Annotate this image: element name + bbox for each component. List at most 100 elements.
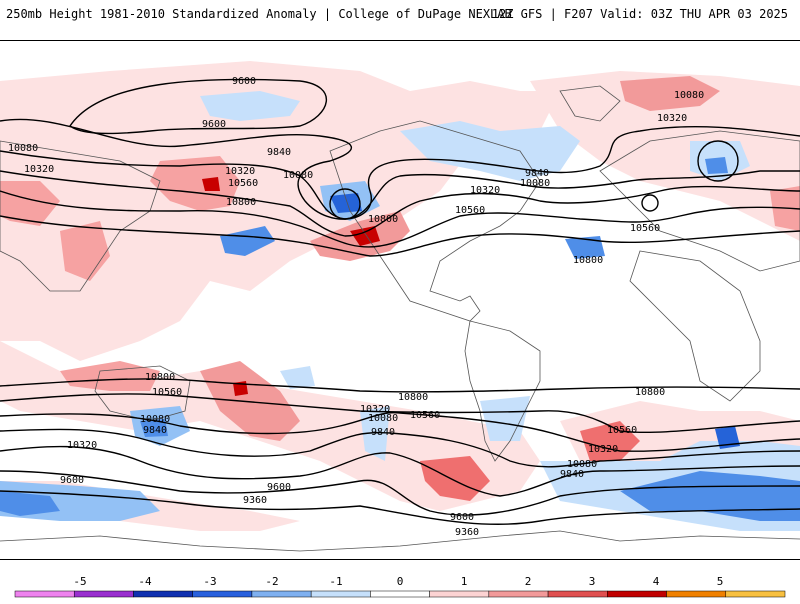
colorbar-strip <box>14 590 786 598</box>
contour-10080-sh <box>0 428 800 468</box>
contour-label: 10320 <box>360 404 390 415</box>
contour-10560-nh <box>0 190 800 248</box>
contour-label: 10320 <box>67 440 97 451</box>
colorbar-swatch <box>725 590 786 598</box>
colorbar-swatch <box>370 590 430 598</box>
contour-label: 10080 <box>674 90 704 101</box>
colorbar-swatch <box>488 590 549 598</box>
contour-label: 10560 <box>228 178 258 189</box>
colorbar-tick: -2 <box>265 575 279 588</box>
contour-label: 10320 <box>24 164 54 175</box>
anomaly-map: 9600 9600 9840 10080 10080 10320 10320 1… <box>0 40 800 560</box>
contour-label: 10560 <box>630 223 660 234</box>
contour-label: 9840 <box>371 427 395 438</box>
contour-10320-sh <box>0 411 800 452</box>
north-america-outline <box>329 120 541 322</box>
contour-9600-sh <box>0 470 800 516</box>
contour-label: 10560 <box>410 410 440 421</box>
contour-10800-nh <box>0 215 800 257</box>
contour-label: 10080 <box>520 178 550 189</box>
positive-anomaly-region <box>60 221 110 281</box>
contour-label: 10560 <box>455 205 485 216</box>
contour-label: 9600 <box>232 76 256 87</box>
model-run-info: 12Z GFS | F207 Valid: 03Z THU APR 03 202… <box>491 7 788 21</box>
colorbar-tick: 4 <box>652 575 660 588</box>
contour-label: 9600 <box>202 119 226 130</box>
contour-labels: 9600 9600 9840 10080 10080 10320 10320 1… <box>8 76 704 538</box>
contour-label: 10080 <box>283 170 313 181</box>
colorbar-swatch <box>547 590 608 598</box>
contour-label: 10560 <box>152 387 182 398</box>
antarctica-outline <box>0 530 800 552</box>
contour-label: 10080 <box>8 143 38 154</box>
contour-label: 9360 <box>243 495 267 506</box>
negative-anomaly-region <box>0 491 60 516</box>
colorbar-swatch <box>133 590 193 598</box>
positive-anomaly-region <box>350 226 380 246</box>
contour-label: 9360 <box>455 527 479 538</box>
colorbar-swatch <box>14 590 75 598</box>
negative-anomaly-region <box>400 121 580 181</box>
contour-closed-low <box>329 188 361 220</box>
contour-label: 10800 <box>398 392 428 403</box>
contour-9360-sh <box>0 490 800 525</box>
negative-anomaly-region <box>280 366 315 389</box>
greenland-outline <box>559 85 621 122</box>
positive-anomaly-region <box>530 71 800 241</box>
header-bar: 250mb Height 1981-2010 Standardized Anom… <box>0 0 800 30</box>
contour-label: 10320 <box>657 113 687 124</box>
contour-closed-low <box>697 140 739 182</box>
map-canvas: 9600 9600 9840 10080 10080 10320 10320 1… <box>0 61 800 552</box>
eurasia-outline <box>599 130 800 272</box>
south-america-outline <box>464 320 541 462</box>
contour-label: 9840 <box>143 425 167 436</box>
anomaly-shading <box>0 61 800 531</box>
negative-anomaly-region <box>620 471 800 521</box>
contour-label: 9840 <box>525 168 549 179</box>
contour-label: 10080 <box>567 459 597 470</box>
colorbar-tick: 1 <box>460 575 468 588</box>
contour-label: 10800 <box>368 214 398 225</box>
map-title: 250mb Height 1981-2010 Standardized Anom… <box>6 7 512 21</box>
colorbar-swatch <box>251 590 312 598</box>
africa-outline <box>629 250 761 402</box>
colorbar-tick: 3 <box>588 575 596 588</box>
contour-label: 10320 <box>470 185 500 196</box>
contour-9840-sh <box>0 445 800 497</box>
height-contours <box>0 78 800 525</box>
contour-label: 9840 <box>560 469 584 480</box>
contour-label: 9840 <box>267 147 291 158</box>
colorbar-swatch <box>607 590 667 598</box>
anomaly-colorbar: -5 -4 -3 -2 -1 0 1 2 3 4 5 <box>0 570 800 600</box>
colorbar-swatch <box>666 590 727 598</box>
contour-9600-nh <box>69 78 328 135</box>
negative-anomaly-region <box>200 91 300 121</box>
positive-anomaly-region <box>60 361 160 391</box>
colorbar-tick: -4 <box>138 575 152 588</box>
negative-anomaly-region <box>330 193 362 213</box>
colorbar-swatch <box>429 590 490 598</box>
contour-label: 10800 <box>635 387 665 398</box>
coastlines <box>0 85 800 552</box>
contour-label: 10320 <box>588 444 618 455</box>
colorbar-tick: 2 <box>524 575 532 588</box>
colorbar-swatch <box>73 590 134 598</box>
contour-label: 9600 <box>60 475 84 486</box>
negative-anomaly-region <box>140 419 168 437</box>
positive-anomaly-region <box>150 156 240 211</box>
asia-outline <box>0 140 161 292</box>
positive-anomaly-region <box>420 456 490 501</box>
contour-label: 10560 <box>607 425 637 436</box>
contour-10800-sh <box>0 378 800 393</box>
negative-anomaly-region <box>715 426 740 449</box>
contour-10080-nh <box>0 150 800 220</box>
contour-label: 10080 <box>368 413 398 424</box>
colorbar-tick: -5 <box>73 575 87 588</box>
contour-label: 10080 <box>140 414 170 425</box>
contour-10560-sh <box>0 393 800 434</box>
colorbar-swatch <box>192 590 253 598</box>
contour-label: 10320 <box>225 166 255 177</box>
contour-label: 9600 <box>267 482 291 493</box>
contour-label: 10800 <box>573 255 603 266</box>
negative-anomaly-region <box>705 157 728 174</box>
